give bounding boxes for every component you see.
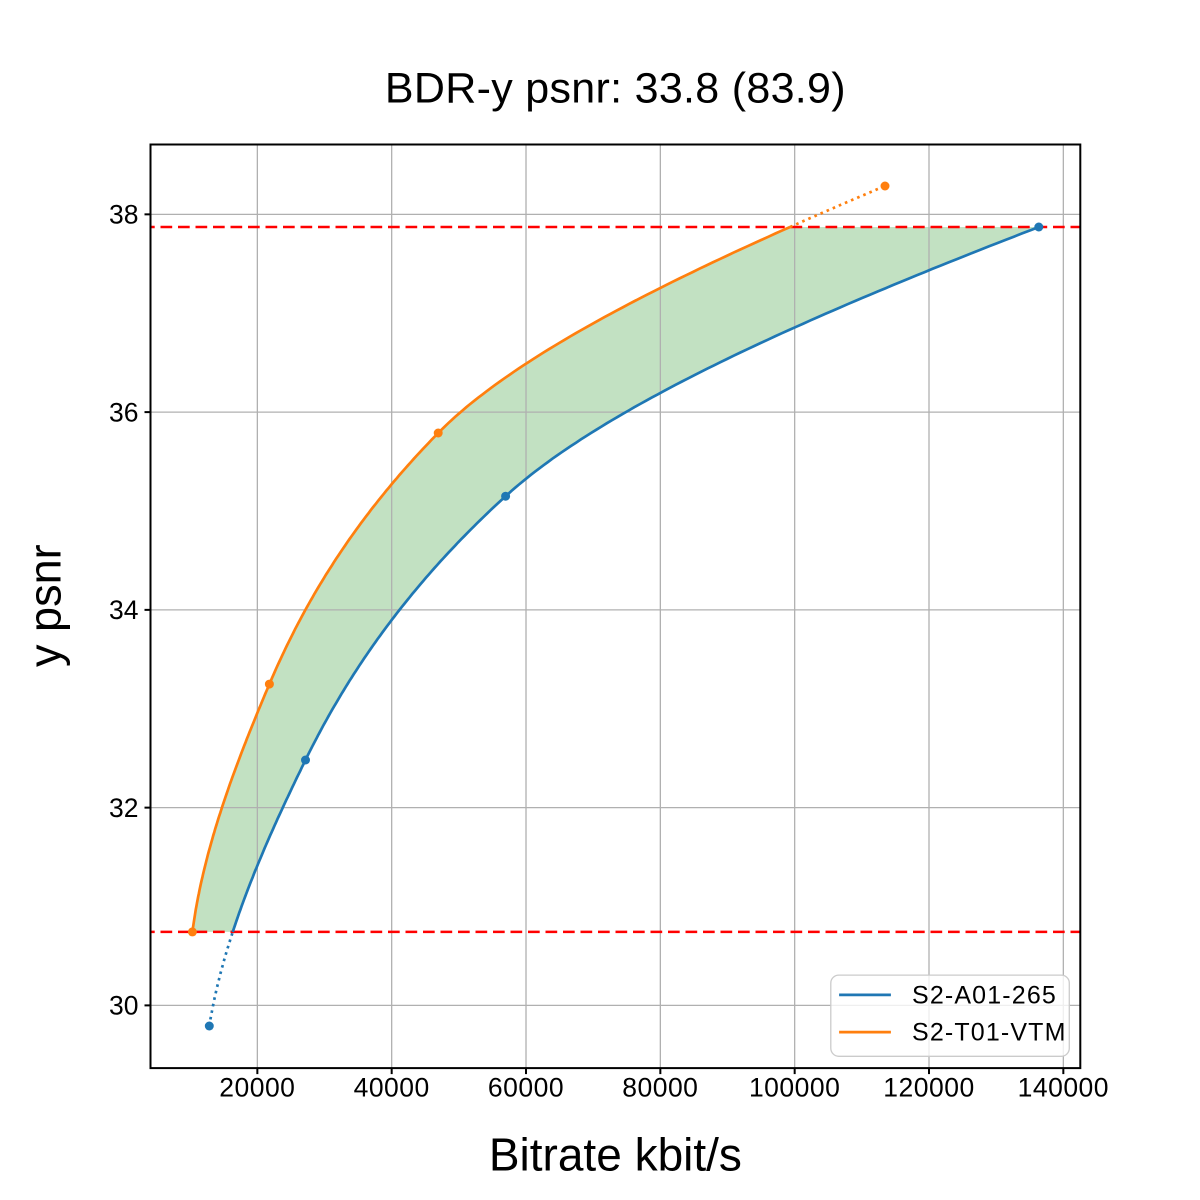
svg-text:BDR-y psnr: 33.8 (83.9): BDR-y psnr: 33.8 (83.9) (385, 64, 846, 112)
svg-text:Bitrate kbit/s: Bitrate kbit/s (489, 1129, 742, 1181)
svg-text:S2-T01-VTM: S2-T01-VTM (912, 1019, 1067, 1047)
svg-text:100000: 100000 (749, 1073, 840, 1103)
svg-text:32: 32 (109, 793, 138, 823)
svg-text:y psnr: y psnr (19, 544, 70, 667)
svg-text:120000: 120000 (883, 1073, 974, 1103)
svg-text:38: 38 (109, 200, 138, 230)
svg-text:140000: 140000 (1018, 1073, 1109, 1103)
svg-text:20000: 20000 (219, 1073, 295, 1103)
svg-text:40000: 40000 (354, 1073, 430, 1103)
svg-text:36: 36 (109, 397, 138, 427)
svg-text:34: 34 (109, 595, 138, 625)
svg-text:80000: 80000 (622, 1073, 698, 1103)
svg-text:30: 30 (109, 991, 138, 1021)
svg-text:60000: 60000 (488, 1073, 564, 1103)
svg-text:S2-A01-265: S2-A01-265 (912, 982, 1057, 1010)
